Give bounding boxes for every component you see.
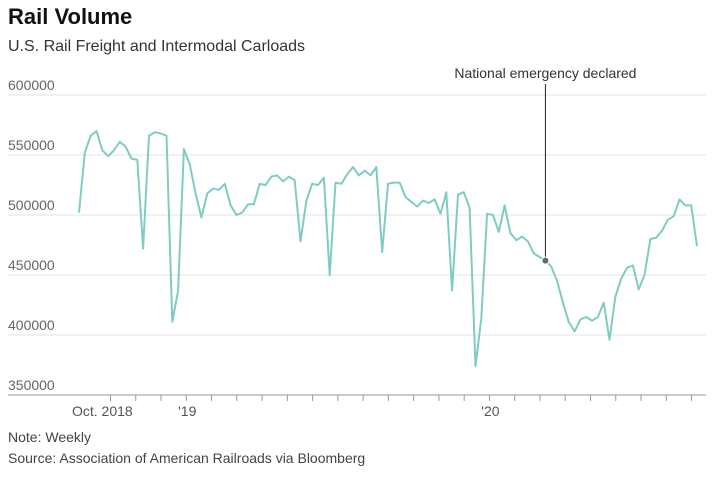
chart-source: Source: Association of American Railroad… bbox=[8, 450, 366, 466]
x-tick-label: Oct. 2018 bbox=[72, 403, 133, 419]
chart-subtitle: U.S. Rail Freight and Intermodal Carload… bbox=[8, 38, 306, 55]
y-tick-label: 350000 bbox=[8, 377, 55, 393]
annotation-dot bbox=[541, 256, 550, 265]
chart-note: Note: Weekly bbox=[8, 429, 91, 445]
x-tick-label: '20 bbox=[481, 403, 499, 419]
series-line bbox=[78, 130, 698, 368]
x-tick-label: '19 bbox=[178, 403, 196, 419]
y-tick-label: 450000 bbox=[8, 257, 55, 273]
y-tick-label: 400000 bbox=[8, 317, 55, 333]
y-tick-label: 550000 bbox=[8, 137, 55, 153]
line-chart: 350000 400000 450000 500000 550000 600000 Oct.… bbox=[8, 65, 706, 419]
y-tick-label: 500000 bbox=[8, 197, 55, 213]
annotation-label: National emergency declared bbox=[454, 65, 636, 81]
chart-title: Rail Volume bbox=[8, 4, 133, 29]
y-tick-label: 600000 bbox=[8, 77, 55, 93]
